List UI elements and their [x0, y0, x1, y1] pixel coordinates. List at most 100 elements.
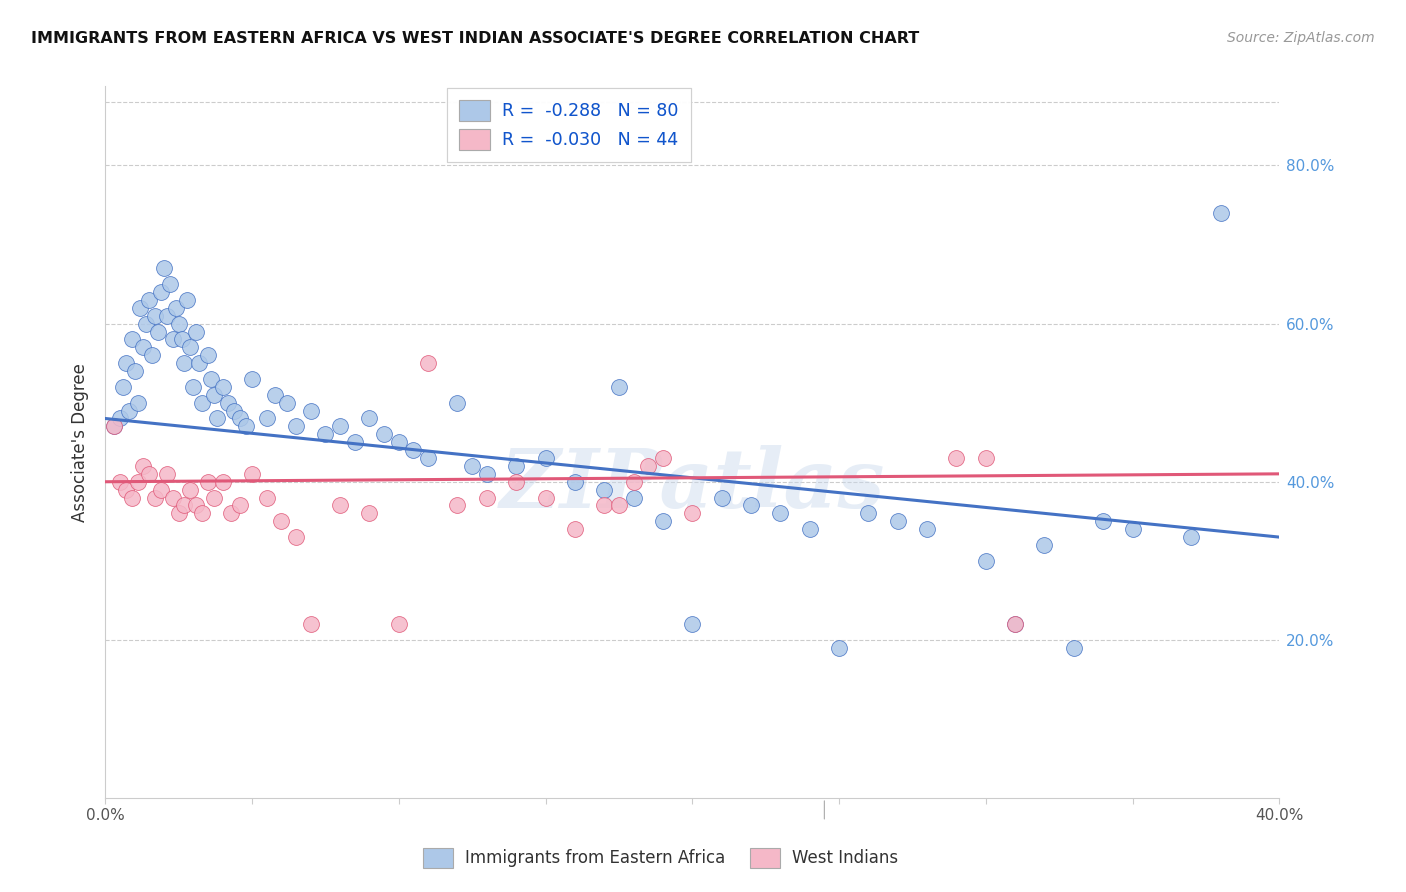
Point: [299, 617, 322, 632]
Point: [651, 450, 673, 465]
Point: [167, 317, 190, 331]
Point: [256, 411, 278, 425]
Point: [475, 467, 498, 481]
Point: [681, 507, 703, 521]
Point: [146, 325, 169, 339]
Point: [167, 507, 190, 521]
Point: [108, 475, 131, 489]
Point: [828, 640, 851, 655]
Point: [165, 301, 187, 315]
Point: [623, 491, 645, 505]
Point: [218, 395, 240, 409]
Point: [799, 522, 821, 536]
Point: [769, 507, 792, 521]
Point: [593, 483, 616, 497]
Point: [710, 491, 733, 505]
Point: [143, 309, 166, 323]
Point: [1033, 538, 1056, 552]
Point: [197, 348, 219, 362]
Point: [188, 356, 211, 370]
Point: [127, 395, 149, 409]
Point: [149, 285, 172, 299]
Point: [132, 458, 155, 473]
Point: [156, 467, 179, 481]
Point: [197, 475, 219, 489]
Point: [240, 372, 263, 386]
Point: [359, 411, 381, 425]
Point: [915, 522, 938, 536]
Point: [534, 491, 557, 505]
Point: [416, 356, 439, 370]
Point: [651, 514, 673, 528]
Point: [141, 348, 163, 362]
Point: [162, 491, 184, 505]
Point: [329, 499, 352, 513]
Point: [211, 475, 233, 489]
Point: [1063, 640, 1085, 655]
Point: [179, 340, 201, 354]
Point: [461, 458, 484, 473]
Point: [1004, 617, 1026, 632]
Point: [229, 499, 252, 513]
Point: [1092, 514, 1115, 528]
Point: [505, 458, 527, 473]
Point: [179, 483, 201, 497]
Point: [402, 443, 425, 458]
Point: [103, 419, 125, 434]
Point: [200, 372, 222, 386]
Point: [202, 491, 225, 505]
Text: IMMIGRANTS FROM EASTERN AFRICA VS WEST INDIAN ASSOCIATE'S DEGREE CORRELATION CHA: IMMIGRANTS FROM EASTERN AFRICA VS WEST I…: [31, 31, 920, 46]
Point: [607, 499, 630, 513]
Point: [373, 427, 395, 442]
Point: [129, 301, 152, 315]
Point: [170, 333, 193, 347]
Point: [224, 403, 246, 417]
Point: [143, 491, 166, 505]
Point: [1122, 522, 1144, 536]
Point: [186, 325, 208, 339]
Point: [256, 491, 278, 505]
Point: [416, 450, 439, 465]
Point: [359, 507, 381, 521]
Point: [127, 475, 149, 489]
Y-axis label: Associate's Degree: Associate's Degree: [72, 363, 89, 522]
Point: [343, 435, 366, 450]
Point: [637, 458, 659, 473]
Point: [111, 380, 134, 394]
Point: [264, 388, 287, 402]
Point: [388, 617, 411, 632]
Point: [446, 395, 468, 409]
Point: [156, 309, 179, 323]
Point: [108, 411, 131, 425]
Point: [534, 450, 557, 465]
Point: [887, 514, 910, 528]
Point: [593, 499, 616, 513]
Point: [858, 507, 880, 521]
Point: [138, 467, 160, 481]
Point: [623, 475, 645, 489]
Point: [191, 507, 214, 521]
Point: [132, 340, 155, 354]
Legend: Immigrants from Eastern Africa, West Indians: Immigrants from Eastern Africa, West Ind…: [416, 841, 905, 875]
Legend: R =  -0.288   N = 80, R =  -0.030   N = 44: R = -0.288 N = 80, R = -0.030 N = 44: [447, 88, 690, 162]
Point: [121, 491, 143, 505]
Text: Source: ZipAtlas.com: Source: ZipAtlas.com: [1227, 31, 1375, 45]
Point: [138, 293, 160, 307]
Text: ZIPatlas: ZIPatlas: [499, 445, 884, 524]
Point: [446, 499, 468, 513]
Point: [276, 395, 298, 409]
Point: [285, 419, 308, 434]
Point: [974, 554, 997, 568]
Point: [681, 617, 703, 632]
Point: [235, 419, 257, 434]
Point: [229, 411, 252, 425]
Point: [121, 333, 143, 347]
Point: [314, 427, 336, 442]
Point: [114, 483, 136, 497]
Point: [173, 499, 195, 513]
Point: [181, 380, 204, 394]
Point: [329, 419, 352, 434]
Point: [159, 277, 181, 291]
Point: [1180, 530, 1202, 544]
Point: [945, 450, 967, 465]
